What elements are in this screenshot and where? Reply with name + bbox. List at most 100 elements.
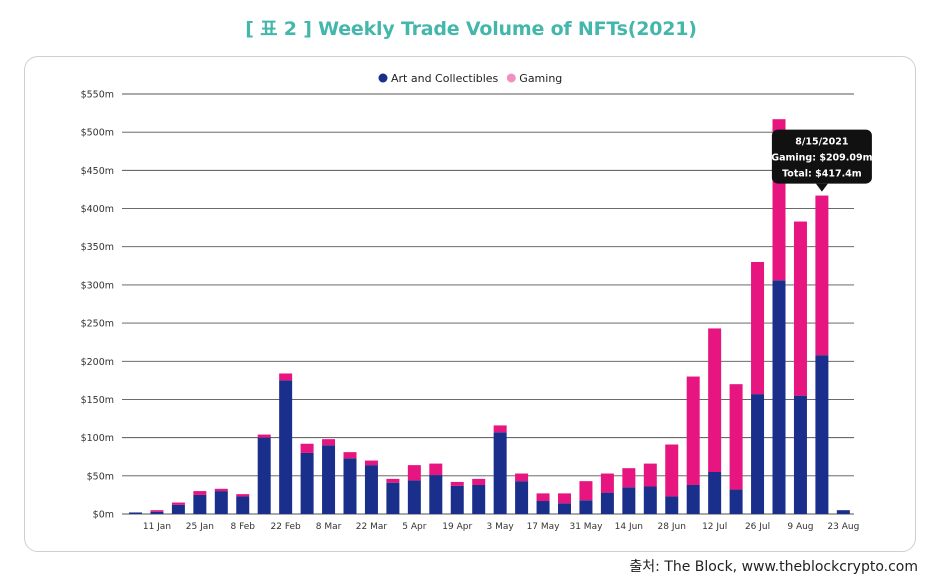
bar-gaming[interactable] bbox=[279, 373, 293, 381]
bar-art-and-collectibles[interactable] bbox=[815, 355, 829, 514]
bar-art-and-collectibles[interactable] bbox=[171, 504, 185, 514]
stacked-bar-chart: $0m $50m $100m $150m $200m $250m $300m $350m $40… bbox=[81, 72, 873, 532]
legend: Art and Collectibles Gaming bbox=[378, 72, 562, 85]
x-tick-label: 5 Apr bbox=[402, 522, 426, 532]
bar-art-and-collectibles[interactable] bbox=[708, 472, 722, 514]
bar-gaming[interactable] bbox=[150, 510, 164, 512]
bar-art-and-collectibles[interactable] bbox=[493, 432, 507, 514]
y-tick-label: $400m bbox=[81, 204, 114, 215]
x-tick-label: 31 May bbox=[569, 522, 603, 532]
x-tick-label: 8 Mar bbox=[316, 522, 342, 532]
bar-gaming[interactable] bbox=[815, 195, 829, 356]
bar-art-and-collectibles[interactable] bbox=[579, 500, 593, 514]
y-tick-label: $50m bbox=[87, 471, 114, 482]
y-tick-label: $0m bbox=[93, 510, 114, 521]
bar-gaming[interactable] bbox=[257, 434, 271, 438]
bar-art-and-collectibles[interactable] bbox=[515, 481, 529, 514]
x-tick-label: 3 May bbox=[487, 522, 515, 532]
bar-gaming[interactable] bbox=[751, 262, 765, 395]
y-axis-ticks: $0m $50m $100m $150m $200m $250m $300m $350m $40… bbox=[81, 90, 114, 521]
bar-art-and-collectibles[interactable] bbox=[665, 496, 679, 514]
bar-art-and-collectibles[interactable] bbox=[150, 511, 164, 514]
bar-gaming[interactable] bbox=[622, 468, 636, 488]
x-tick-label: 22 Feb bbox=[271, 522, 302, 532]
x-tick-label: 14 Jun bbox=[615, 522, 643, 532]
tooltip: 8/15/2021 Gaming: $209.09m Total: $417.4m bbox=[771, 129, 873, 192]
bar-gaming[interactable] bbox=[515, 473, 529, 482]
bars bbox=[129, 119, 850, 514]
bar-gaming[interactable] bbox=[236, 494, 250, 497]
y-tick-label: $550m bbox=[81, 90, 114, 101]
bar-art-and-collectibles[interactable] bbox=[729, 489, 743, 514]
bar-art-and-collectibles[interactable] bbox=[343, 458, 357, 514]
bar-gaming[interactable] bbox=[429, 463, 443, 476]
bar-art-and-collectibles[interactable] bbox=[793, 395, 807, 514]
bar-art-and-collectibles[interactable] bbox=[472, 484, 486, 514]
x-tick-label: 26 Jul bbox=[745, 522, 770, 532]
y-tick-label: $350m bbox=[81, 242, 114, 253]
bar-art-and-collectibles[interactable] bbox=[364, 465, 378, 514]
bar-art-and-collectibles[interactable] bbox=[558, 503, 571, 514]
bar-gaming[interactable] bbox=[536, 493, 550, 502]
bar-gaming[interactable] bbox=[558, 493, 571, 504]
bar-gaming[interactable] bbox=[193, 491, 207, 495]
legend-gaming-marker bbox=[506, 73, 516, 83]
bar-art-and-collectibles[interactable] bbox=[407, 480, 421, 514]
y-tick-label: $300m bbox=[81, 280, 114, 291]
bar-gaming[interactable] bbox=[300, 443, 314, 453]
tooltip-pointer bbox=[815, 183, 828, 192]
bar-art-and-collectibles[interactable] bbox=[300, 452, 314, 514]
chart-panel: $0m $50m $100m $150m $200m $250m $300m $350m $40… bbox=[24, 56, 916, 552]
source-note: 출처: The Block, www.theblockcrypto.com bbox=[629, 559, 918, 575]
bar-gaming[interactable] bbox=[493, 425, 507, 433]
bar-gaming[interactable] bbox=[793, 221, 807, 396]
bar-art-and-collectibles[interactable] bbox=[257, 437, 271, 514]
bar-art-and-collectibles[interactable] bbox=[322, 445, 336, 514]
bar-art-and-collectibles[interactable] bbox=[236, 496, 250, 514]
y-tick-label: $500m bbox=[81, 128, 114, 139]
bar-gaming[interactable] bbox=[450, 481, 464, 486]
bar-art-and-collectibles[interactable] bbox=[686, 484, 700, 514]
x-tick-label: 25 Jan bbox=[186, 522, 214, 532]
bar-gaming[interactable] bbox=[665, 444, 679, 497]
bar-art-and-collectibles[interactable] bbox=[193, 494, 207, 514]
tooltip-total: Total: $417.4m bbox=[782, 169, 862, 180]
bar-gaming[interactable] bbox=[472, 478, 486, 485]
bar-art-and-collectibles[interactable] bbox=[429, 475, 443, 514]
tooltip-gaming: Gaming: $209.09m bbox=[771, 153, 872, 164]
chart-title: [ 표 2 ] Weekly Trade Volume of NFTs(2021… bbox=[245, 18, 697, 40]
bar-art-and-collectibles[interactable] bbox=[450, 485, 464, 514]
bar-gaming[interactable] bbox=[708, 328, 722, 472]
bar-art-and-collectibles[interactable] bbox=[836, 510, 850, 514]
bar-art-and-collectibles[interactable] bbox=[772, 280, 786, 514]
bar-gaming[interactable] bbox=[386, 478, 400, 483]
bar-art-and-collectibles[interactable] bbox=[279, 380, 293, 514]
bar-gaming[interactable] bbox=[643, 463, 657, 487]
bar-gaming[interactable] bbox=[407, 465, 421, 481]
bar-art-and-collectibles[interactable] bbox=[536, 501, 550, 514]
bar-art-and-collectibles[interactable] bbox=[214, 491, 228, 514]
bar-art-and-collectibles[interactable] bbox=[751, 394, 765, 514]
bar-gaming[interactable] bbox=[343, 452, 357, 459]
bar-gaming[interactable] bbox=[214, 488, 228, 492]
bar-gaming[interactable] bbox=[729, 384, 743, 490]
bar-art-and-collectibles[interactable] bbox=[600, 492, 614, 514]
grid-lines bbox=[122, 93, 854, 515]
bar-gaming[interactable] bbox=[322, 439, 336, 446]
bar-art-and-collectibles[interactable] bbox=[622, 487, 636, 514]
x-tick-label: 28 Jun bbox=[658, 522, 686, 532]
bar-gaming[interactable] bbox=[364, 460, 378, 466]
bar-art-and-collectibles[interactable] bbox=[643, 486, 657, 514]
bar-gaming[interactable] bbox=[686, 376, 700, 485]
legend-gaming-label[interactable]: Gaming bbox=[519, 72, 562, 85]
bar-gaming[interactable] bbox=[171, 502, 185, 505]
legend-art-marker bbox=[378, 73, 388, 83]
bar-gaming[interactable] bbox=[600, 473, 614, 493]
x-tick-label: 23 Aug bbox=[827, 522, 859, 532]
bar-gaming[interactable] bbox=[579, 481, 593, 501]
bar-art-and-collectibles[interactable] bbox=[129, 512, 142, 514]
bar-art-and-collectibles[interactable] bbox=[386, 482, 400, 514]
legend-art-label[interactable]: Art and Collectibles bbox=[391, 72, 499, 85]
x-tick-label: 12 Jul bbox=[702, 522, 727, 532]
x-tick-label: 11 Jan bbox=[143, 522, 171, 532]
